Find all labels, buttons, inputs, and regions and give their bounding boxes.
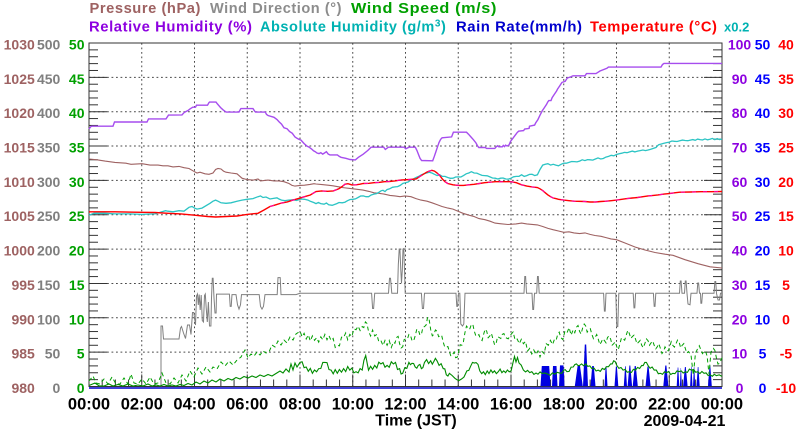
svg-text:18:00: 18:00 [543,396,585,414]
svg-text:20: 20 [69,243,85,259]
svg-text:1000: 1000 [4,243,35,259]
svg-text:Pressure (hPa): Pressure (hPa) [90,1,202,17]
svg-text:20: 20 [755,243,771,259]
svg-text:50: 50 [755,37,771,53]
svg-text:04:00: 04:00 [173,396,215,414]
svg-text:35: 35 [69,140,85,156]
svg-text:x0.2: x0.2 [724,19,749,34]
svg-text:Absolute Humidity (g/m3): Absolute Humidity (g/m3) [260,19,446,36]
svg-text:80: 80 [732,105,748,121]
svg-text:10: 10 [732,346,748,362]
svg-text:0: 0 [53,380,61,396]
svg-text:50: 50 [69,37,85,53]
svg-text:0: 0 [759,380,767,396]
svg-text:990: 990 [11,311,35,327]
svg-text:980: 980 [11,380,35,396]
svg-text:90: 90 [732,71,748,87]
svg-text:30: 30 [755,174,771,190]
svg-text:40: 40 [69,105,85,121]
svg-text:995: 995 [11,277,35,293]
svg-text:22:00: 22:00 [648,396,690,414]
svg-text:06:00: 06:00 [226,396,268,414]
svg-text:60: 60 [732,174,748,190]
svg-text:30: 30 [778,105,794,121]
svg-text:Time (JST): Time (JST) [375,412,457,429]
svg-text:400: 400 [37,105,61,121]
svg-text:00:00: 00:00 [68,396,110,414]
svg-text:10: 10 [69,311,85,327]
svg-text:20: 20 [778,174,794,190]
svg-text:450: 450 [37,71,61,87]
svg-text:25: 25 [755,208,771,224]
svg-text:50: 50 [732,208,748,224]
svg-text:40: 40 [755,105,771,121]
svg-text:10: 10 [755,311,771,327]
svg-text:1015: 1015 [4,140,35,156]
svg-text:08:00: 08:00 [279,396,321,414]
svg-text:02:00: 02:00 [121,396,163,414]
svg-text:1020: 1020 [4,105,35,121]
svg-text:5: 5 [759,346,767,362]
svg-text:5: 5 [77,346,85,362]
svg-text:Relative Humidity (%): Relative Humidity (%) [89,20,253,36]
svg-text:500: 500 [37,37,61,53]
svg-text:20:00: 20:00 [595,396,637,414]
svg-text:12:00: 12:00 [384,396,426,414]
svg-text:40: 40 [778,37,794,53]
svg-text:40: 40 [732,243,748,259]
svg-text:200: 200 [37,243,61,259]
svg-text:15: 15 [69,277,85,293]
svg-text:15: 15 [755,277,771,293]
svg-text:35: 35 [778,71,794,87]
svg-text:30: 30 [69,174,85,190]
svg-text:2009-04-21: 2009-04-21 [644,413,726,430]
svg-text:1005: 1005 [4,208,35,224]
svg-text:150: 150 [37,277,61,293]
svg-text:0: 0 [77,380,85,396]
svg-text:0: 0 [736,380,744,396]
svg-text:-10: -10 [776,380,796,396]
svg-text:14:00: 14:00 [437,396,479,414]
svg-text:100: 100 [37,311,61,327]
svg-text:Temperature (°C): Temperature (°C) [590,20,718,36]
svg-text:Wind Speed (m/s): Wind Speed (m/s) [351,1,497,17]
svg-text:Wind Direction (°): Wind Direction (°) [210,1,342,17]
svg-text:50: 50 [45,346,61,362]
svg-text:350: 350 [37,140,61,156]
svg-text:-5: -5 [780,346,793,362]
svg-text:10: 10 [778,243,794,259]
svg-text:250: 250 [37,208,61,224]
svg-text:15: 15 [778,208,794,224]
svg-text:0: 0 [782,311,790,327]
svg-text:1010: 1010 [4,174,35,190]
svg-text:45: 45 [755,71,771,87]
svg-text:1025: 1025 [4,71,35,87]
svg-text:100: 100 [728,37,752,53]
svg-text:25: 25 [69,208,85,224]
svg-text:30: 30 [732,277,748,293]
svg-text:5: 5 [782,277,790,293]
svg-text:985: 985 [11,346,35,362]
svg-text:20: 20 [732,311,748,327]
svg-text:35: 35 [755,140,771,156]
svg-text:Rain Rate(mm/h): Rain Rate(mm/h) [456,20,583,36]
svg-text:300: 300 [37,174,61,190]
svg-text:25: 25 [778,140,794,156]
svg-text:70: 70 [732,140,748,156]
svg-text:16:00: 16:00 [490,396,532,414]
svg-text:00:00: 00:00 [701,396,743,414]
svg-text:10:00: 10:00 [332,396,374,414]
svg-text:45: 45 [69,71,85,87]
svg-text:1030: 1030 [4,37,35,53]
